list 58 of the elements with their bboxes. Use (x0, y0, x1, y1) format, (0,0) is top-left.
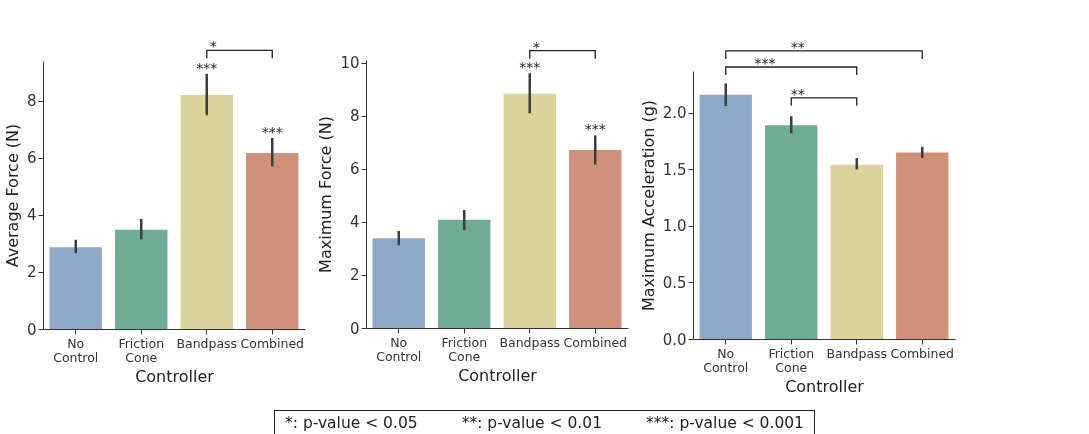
y-tick-label: 0 (349, 319, 360, 338)
text: ** (790, 38, 805, 55)
x-tick-label: Bandpass (176, 335, 238, 351)
x-tick-label: No Control (703, 345, 749, 375)
bar (438, 219, 491, 328)
x-tick-label: Combined (563, 334, 628, 350)
bar (699, 94, 752, 339)
annotation: *** (196, 59, 218, 76)
bar (569, 149, 622, 328)
text: **: p-value < 0.01 (461, 414, 602, 432)
bar (765, 125, 818, 339)
x-axis-title: Controller (458, 365, 538, 385)
annotation: ** (790, 85, 805, 102)
y-tick-label: 4 (26, 206, 37, 225)
bar (830, 164, 883, 339)
text: *** (754, 54, 776, 71)
x-tick-label: No Control (53, 335, 99, 365)
bar (503, 93, 556, 328)
y-tick-label: 4 (349, 213, 360, 232)
text: ***: p-value < 0.001 (646, 414, 804, 432)
y-tick-label: 6 (26, 149, 37, 168)
y-tick-label: 0 (26, 320, 37, 339)
y-tick-label: 1.0 (662, 217, 687, 236)
y-tick-label: 6 (349, 160, 360, 179)
y-tick-label: 8 (26, 92, 37, 111)
y-axis-title: Average Force (N) (2, 123, 22, 268)
annotation: *** (584, 121, 606, 138)
bar (180, 94, 233, 329)
x-tick-label: Bandpass (826, 345, 888, 361)
bar (115, 229, 168, 329)
x-axis-title: Controller (135, 366, 215, 386)
text: * (209, 38, 217, 55)
x-tick-label: Combined (890, 345, 955, 361)
y-tick-label: 0.0 (662, 330, 687, 349)
text: * (532, 38, 540, 55)
y-tick-label: 0.5 (662, 273, 687, 292)
y-axis-title: Maximum Force (N) (316, 116, 336, 273)
x-tick-label: Bandpass (499, 334, 561, 350)
y-tick-label: 8 (349, 107, 360, 126)
x-tick-label: Friction Cone (768, 345, 815, 375)
annotation: *** (519, 59, 541, 76)
y-tick-label: 2.0 (662, 104, 687, 123)
bar (896, 152, 949, 339)
bar (372, 238, 425, 328)
annotation: *** (261, 123, 283, 140)
x-tick-label: Combined (240, 335, 305, 351)
y-tick-label: 1.5 (662, 160, 687, 179)
x-tick-label: Friction Cone (441, 334, 488, 364)
y-tick-label: 2 (349, 266, 360, 285)
y-tick-label: 10 (340, 54, 360, 73)
bar (246, 153, 299, 329)
x-axis-title: Controller (785, 376, 865, 396)
text: *: p-value < 0.05 (285, 414, 418, 432)
x-tick-label: Friction Cone (118, 335, 165, 365)
bar (49, 247, 102, 329)
y-axis-title: Maximum Acceleration (g) (638, 99, 658, 312)
x-tick-label: No Control (376, 334, 422, 364)
y-tick-label: 2 (26, 263, 37, 282)
